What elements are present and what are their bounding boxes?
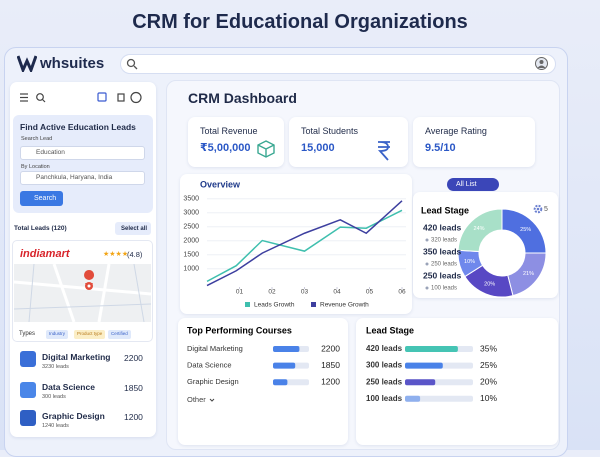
field-label: Search Lead	[21, 136, 53, 142]
listing-name: indiamart	[20, 248, 70, 260]
search-button-label: Search	[34, 195, 57, 202]
course-icon	[20, 410, 36, 426]
search-icon	[126, 58, 138, 70]
brand-name: whsuites	[40, 55, 105, 72]
type-tag[interactable]: Industry	[46, 330, 69, 339]
stat-label: Total Revenue	[200, 126, 258, 136]
type-tag[interactable]: Product type	[74, 330, 106, 339]
course-name: Graphic Design	[42, 411, 105, 421]
courses-card	[178, 318, 348, 445]
course-value: 1200	[124, 412, 143, 422]
search-placeholder: Education	[36, 149, 65, 156]
logo-icon	[17, 55, 37, 72]
select-all-label: Select all	[121, 226, 148, 232]
location-value: Panchkula, Haryana, India	[36, 174, 113, 181]
gear-icon[interactable]	[533, 204, 543, 214]
search-button[interactable]	[20, 191, 63, 206]
course-value: 2200	[124, 353, 143, 363]
field-label: By Location	[21, 164, 50, 170]
search-bar[interactable]	[120, 54, 556, 74]
course-icon	[20, 351, 36, 367]
stat-label: Average Rating	[425, 126, 487, 136]
select-all-button[interactable]	[115, 222, 151, 235]
all-list-button[interactable]	[447, 178, 499, 191]
rupee-icon	[377, 141, 390, 161]
course-leads: 300 leads	[42, 394, 66, 400]
lead-stage-table-card	[356, 318, 558, 445]
user-icon[interactable]	[535, 57, 548, 70]
course-name: Data Science	[42, 382, 95, 392]
sidebar-toolbar	[20, 91, 142, 104]
stat-value: 9.5/10	[425, 142, 456, 154]
type-tag[interactable]: Certified	[108, 330, 131, 339]
listing-rating: (4.8)	[127, 250, 143, 259]
search-input[interactable]	[20, 146, 145, 160]
location-input[interactable]	[20, 171, 145, 185]
course-value: 1850	[124, 383, 143, 393]
total-leads: Total Leads (120)	[14, 225, 67, 232]
cube-icon	[257, 140, 275, 158]
stat-value: 15,000	[301, 142, 335, 154]
types-label: Types	[19, 331, 36, 337]
panel-title: Find Active Education Leads	[20, 122, 136, 132]
course-leads: 3230 leads	[42, 364, 69, 370]
course-icon	[20, 382, 36, 398]
stat-label: Total Students	[301, 126, 359, 136]
page-title: CRM for Educational Organizations	[132, 11, 468, 33]
overview-card	[180, 174, 412, 314]
listing-map	[14, 264, 151, 322]
stat-card	[413, 117, 535, 167]
lead-stage-count: 5	[544, 206, 548, 213]
dashboard-title: CRM Dashboard	[188, 90, 297, 106]
all-list-label: All List	[456, 181, 477, 188]
course-name: Digital Marketing	[42, 352, 111, 362]
listing-stars: ★★★★	[103, 251, 129, 258]
course-leads: 1240 leads	[42, 423, 69, 429]
stat-value: ₹5,00,000	[200, 142, 251, 154]
